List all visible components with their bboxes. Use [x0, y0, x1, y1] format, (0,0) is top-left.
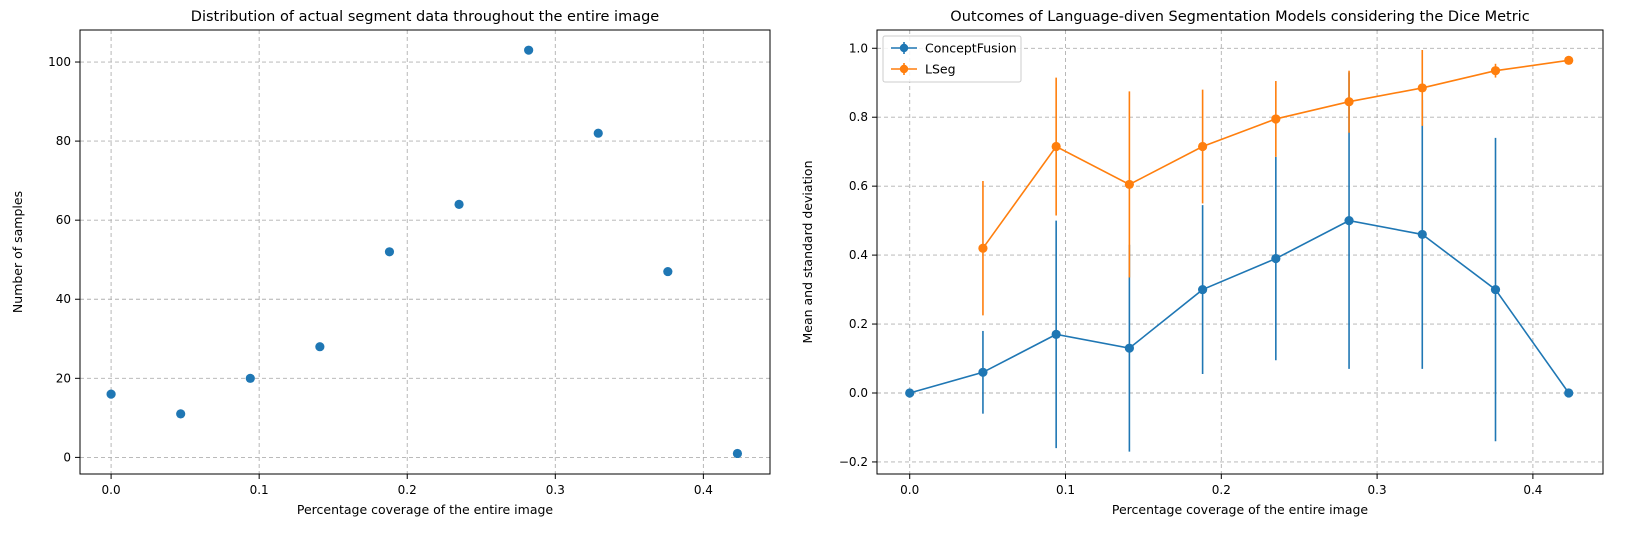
left-x-tick-label: 0.4 [694, 483, 713, 497]
right-x-tick-label: 0.4 [1523, 483, 1542, 497]
right-y-tick-label: −0.2 [839, 455, 868, 469]
right-x-tick-label: 0.2 [1212, 483, 1231, 497]
legend-item-conceptfusion: ConceptFusion [891, 41, 1017, 56]
conceptfusion-point [1417, 229, 1427, 240]
left-y-tick-label: 60 [56, 213, 71, 227]
left-y-tick-label: 80 [56, 134, 71, 148]
lseg-point [1490, 66, 1501, 76]
legend-box [882, 35, 1022, 83]
right-y-tick-label: 0.4 [849, 248, 868, 262]
right-series [905, 49, 1574, 452]
scatter-point [106, 389, 116, 399]
left-x-tick-label: 0.1 [250, 483, 269, 497]
lseg-point [1051, 141, 1061, 152]
left-axes-frame [79, 29, 771, 475]
conceptfusion-point [1344, 216, 1354, 226]
scatter-point [245, 373, 255, 383]
legend-items: ConceptFusion LSeg [891, 41, 1017, 77]
conceptfusion-point [1271, 253, 1281, 264]
left-ticks: 0.0 0.1 0.2 0.3 0.4 0 20 40 60 80 100 [48, 55, 713, 497]
scatter-point [315, 342, 325, 352]
legend-label-conceptfusion: ConceptFusion [925, 41, 1017, 56]
legend-swatch-marker [899, 43, 909, 53]
left-chart-title: Distribution of actual segment data thro… [191, 9, 659, 25]
right-y-tick-label: 0.8 [849, 110, 868, 124]
left-x-tick-label: 0.3 [546, 483, 565, 497]
legend: ConceptFusion LSeg [882, 35, 1022, 83]
lseg-point [1271, 114, 1281, 124]
legend-item-lseg: LSeg [891, 62, 956, 77]
lseg-point [978, 243, 988, 253]
scatter-point [524, 45, 534, 55]
right-ticks: 0.0 0.1 0.2 0.3 0.4 −0.2 0.0 0.2 0.4 0.6 0.8 1.0 [839, 41, 1543, 497]
right-x-tick-label: 0.1 [1056, 483, 1075, 497]
conceptfusion-point [1490, 284, 1501, 295]
left-grid [80, 30, 770, 474]
errorbar-panel: 0.0 0.1 0.2 0.3 0.4 −0.2 0.0 0.2 0.4 0.6 0.8 1.0 Ou… [800, 9, 1604, 517]
scatter-point [176, 409, 186, 419]
right-y-axis-label: Mean and standard deviation [800, 160, 815, 343]
conceptfusion-point [978, 367, 988, 377]
scatter-point [384, 247, 395, 257]
right-y-tick-label: 0.0 [849, 386, 868, 400]
lseg-point [1344, 97, 1354, 107]
scatter-point [732, 448, 743, 459]
right-x-tick-label: 0.3 [1368, 483, 1387, 497]
conceptfusion-line [909, 219, 1570, 394]
conceptfusion-point [1198, 284, 1208, 295]
conceptfusion-point [905, 388, 915, 398]
left-y-tick-label: 100 [48, 55, 71, 69]
left-x-tick-label: 0.2 [398, 483, 417, 497]
lseg-point [1417, 83, 1427, 93]
scatter-point [454, 199, 464, 209]
scatter-point [593, 128, 603, 138]
conceptfusion-point [1051, 329, 1061, 339]
left-y-tick-label: 40 [56, 292, 71, 306]
right-y-tick-label: 1.0 [849, 41, 868, 55]
conceptfusion-point [1124, 343, 1134, 353]
right-chart-title: Outcomes of Language-diven Segmentation … [950, 9, 1529, 25]
right-y-tick-label: 0.2 [849, 317, 868, 331]
series-lseg [978, 49, 1574, 316]
scatter-point [663, 266, 673, 277]
conceptfusion-point [1564, 388, 1574, 398]
legend-swatch-marker [899, 64, 909, 74]
left-x-tick-label: 0.0 [102, 483, 121, 497]
right-y-tick-label: 0.6 [849, 179, 868, 193]
scatter-panel: 0.0 0.1 0.2 0.3 0.4 0 20 40 60 80 100 Distribution… [10, 9, 771, 517]
right-x-tick-label: 0.0 [900, 483, 919, 497]
series-conceptfusion [905, 72, 1574, 452]
left-x-axis-label: Percentage coverage of the entire image [297, 502, 554, 517]
right-grid [877, 30, 1603, 474]
right-axes-frame [876, 29, 1604, 475]
lseg-point [1198, 141, 1208, 152]
lseg-point [1564, 55, 1574, 65]
left-y-axis-label: Number of samples [10, 191, 25, 313]
left-y-tick-label: 20 [56, 371, 71, 385]
left-data-points [106, 45, 743, 459]
left-y-tick-label: 0 [63, 450, 71, 464]
right-x-axis-label: Percentage coverage of the entire image [1112, 502, 1369, 517]
lseg-point [1124, 179, 1134, 190]
legend-label-lseg: LSeg [925, 62, 956, 77]
